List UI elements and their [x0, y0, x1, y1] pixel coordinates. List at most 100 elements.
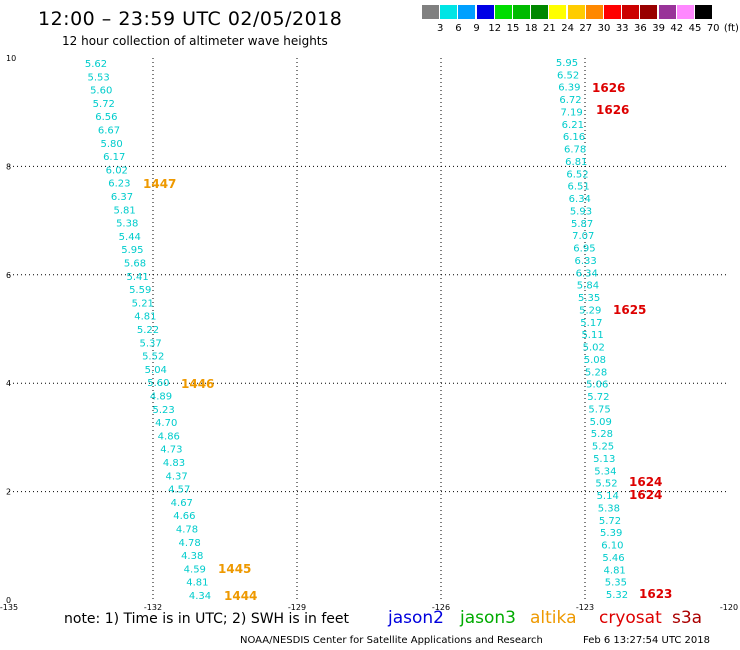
color-scale-label: 12 — [488, 23, 502, 34]
swh-value: 6.81 — [565, 157, 587, 168]
color-scale-label: (ft) — [723, 23, 739, 34]
satellite-legend-altika: altika — [530, 608, 577, 628]
time-label: 1446 — [181, 377, 214, 391]
swh-value: 5.09 — [590, 417, 612, 428]
swh-value: 5.29 — [579, 305, 601, 316]
time-label: 1626 — [596, 103, 629, 117]
time-label: 1623 — [639, 587, 672, 601]
x-tick-label: -132 — [144, 603, 162, 612]
swh-value: 5.72 — [93, 99, 115, 110]
swh-value: 6.51 — [567, 182, 589, 193]
time-label: 1625 — [613, 303, 646, 317]
swh-value: 6.17 — [103, 152, 125, 163]
generation-timestamp: Feb 6 13:27:54 UTC 2018 — [583, 635, 710, 646]
swh-value: 5.52 — [142, 352, 164, 363]
swh-value: 5.41 — [126, 272, 148, 283]
swh-value: 6.23 — [108, 179, 130, 190]
swh-value: 4.86 — [158, 431, 180, 442]
swh-value: 4.78 — [176, 525, 198, 536]
swh-value: 5.17 — [580, 318, 602, 329]
y-tick-label: 4 — [6, 379, 11, 388]
swh-value: 5.34 — [594, 466, 616, 477]
swh-value: 5.28 — [585, 367, 607, 378]
color-swatch — [440, 5, 458, 19]
color-scale-label: 9 — [473, 23, 480, 34]
swh-value: 5.37 — [139, 338, 161, 349]
swh-value: 5.14 — [597, 491, 619, 502]
x-tick-label: -126 — [432, 603, 450, 612]
y-tick-label: 10 — [6, 54, 16, 63]
swh-value: 5.06 — [586, 380, 608, 391]
swh-value: 5.72 — [587, 392, 609, 403]
y-tick-label: 8 — [6, 162, 11, 171]
swh-value: 5.08 — [584, 355, 606, 366]
color-scale-label: 45 — [688, 23, 702, 34]
swh-value: 6.56 — [95, 112, 117, 123]
swh-value: 5.28 — [591, 429, 613, 440]
swh-value: 5.62 — [85, 59, 107, 70]
swh-value: 5.46 — [602, 553, 624, 564]
swh-value: 5.04 — [145, 365, 167, 376]
swh-value: 5.80 — [100, 139, 122, 150]
swh-value: 5.02 — [583, 343, 605, 354]
swh-value: 5.53 — [87, 72, 109, 83]
swh-value: 6.02 — [106, 165, 128, 176]
x-tick-label: -135 — [0, 603, 18, 612]
swh-value: 6.21 — [562, 120, 584, 131]
swh-value: 6.37 — [111, 192, 133, 203]
swh-value: 6.78 — [564, 145, 586, 156]
x-tick-label: -129 — [288, 603, 306, 612]
swh-value: 5.59 — [129, 285, 151, 296]
swh-value: 4.57 — [168, 485, 190, 496]
swh-value: 6.16 — [563, 132, 585, 143]
swh-value: 4.73 — [160, 445, 182, 456]
color-scale-label: 18 — [524, 23, 538, 34]
swh-value: 5.38 — [598, 503, 620, 514]
swh-value: 4.70 — [155, 418, 177, 429]
swh-value: 5.75 — [588, 404, 610, 415]
swh-value: 4.38 — [181, 551, 203, 562]
swh-value: 6.95 — [573, 244, 595, 255]
swh-value: 5.60 — [90, 86, 112, 97]
satellite-legend-s3a: s3a — [672, 608, 703, 628]
color-swatch — [458, 5, 476, 19]
time-label: 1624 — [629, 488, 662, 502]
map-subtitle: 12 hour collection of altimeter wave hei… — [62, 34, 328, 48]
swh-value: 5.22 — [137, 325, 159, 336]
color-swatch — [695, 5, 712, 19]
swh-value: 6.39 — [558, 83, 580, 94]
swh-value: 6.34 — [576, 268, 598, 279]
satellite-legend-jason3: jason3 — [460, 608, 516, 628]
color-scale-label: 42 — [670, 23, 684, 34]
swh-value: 4.81 — [134, 312, 156, 323]
swh-value: 5.68 — [124, 259, 146, 270]
color-swatch — [549, 5, 567, 19]
swh-value: 7.19 — [561, 107, 583, 118]
swh-value: 5.52 — [595, 479, 617, 490]
swh-value: 6.72 — [559, 95, 581, 106]
swh-value: 5.44 — [119, 232, 141, 243]
color-swatch — [567, 5, 585, 19]
swh-value: 5.35 — [605, 578, 627, 589]
color-scale-label: 6 — [455, 23, 462, 34]
swh-value: 5.84 — [577, 281, 599, 292]
swh-value: 6.33 — [574, 256, 596, 267]
swh-value: 5.13 — [593, 454, 615, 465]
color-swatch — [513, 5, 530, 19]
y-tick-label: 2 — [6, 488, 11, 497]
satellite-legend-cryosat: cryosat — [599, 608, 662, 628]
swh-value: 7.07 — [572, 231, 594, 242]
credit-text: NOAA/NESDIS Center for Satellite Applica… — [240, 635, 543, 646]
swh-value: 5.72 — [599, 516, 621, 527]
swh-value: 5.11 — [581, 330, 603, 341]
time-label: 1447 — [143, 177, 176, 191]
time-label: 1624 — [629, 475, 662, 489]
swh-value: 5.39 — [600, 528, 622, 539]
swh-value: 4.81 — [604, 565, 626, 576]
swh-value: 5.23 — [152, 405, 174, 416]
color-swatch — [622, 5, 640, 19]
color-scale-label: 15 — [506, 23, 520, 34]
swh-value: 5.21 — [132, 298, 154, 309]
swh-value: 5.81 — [113, 205, 135, 216]
